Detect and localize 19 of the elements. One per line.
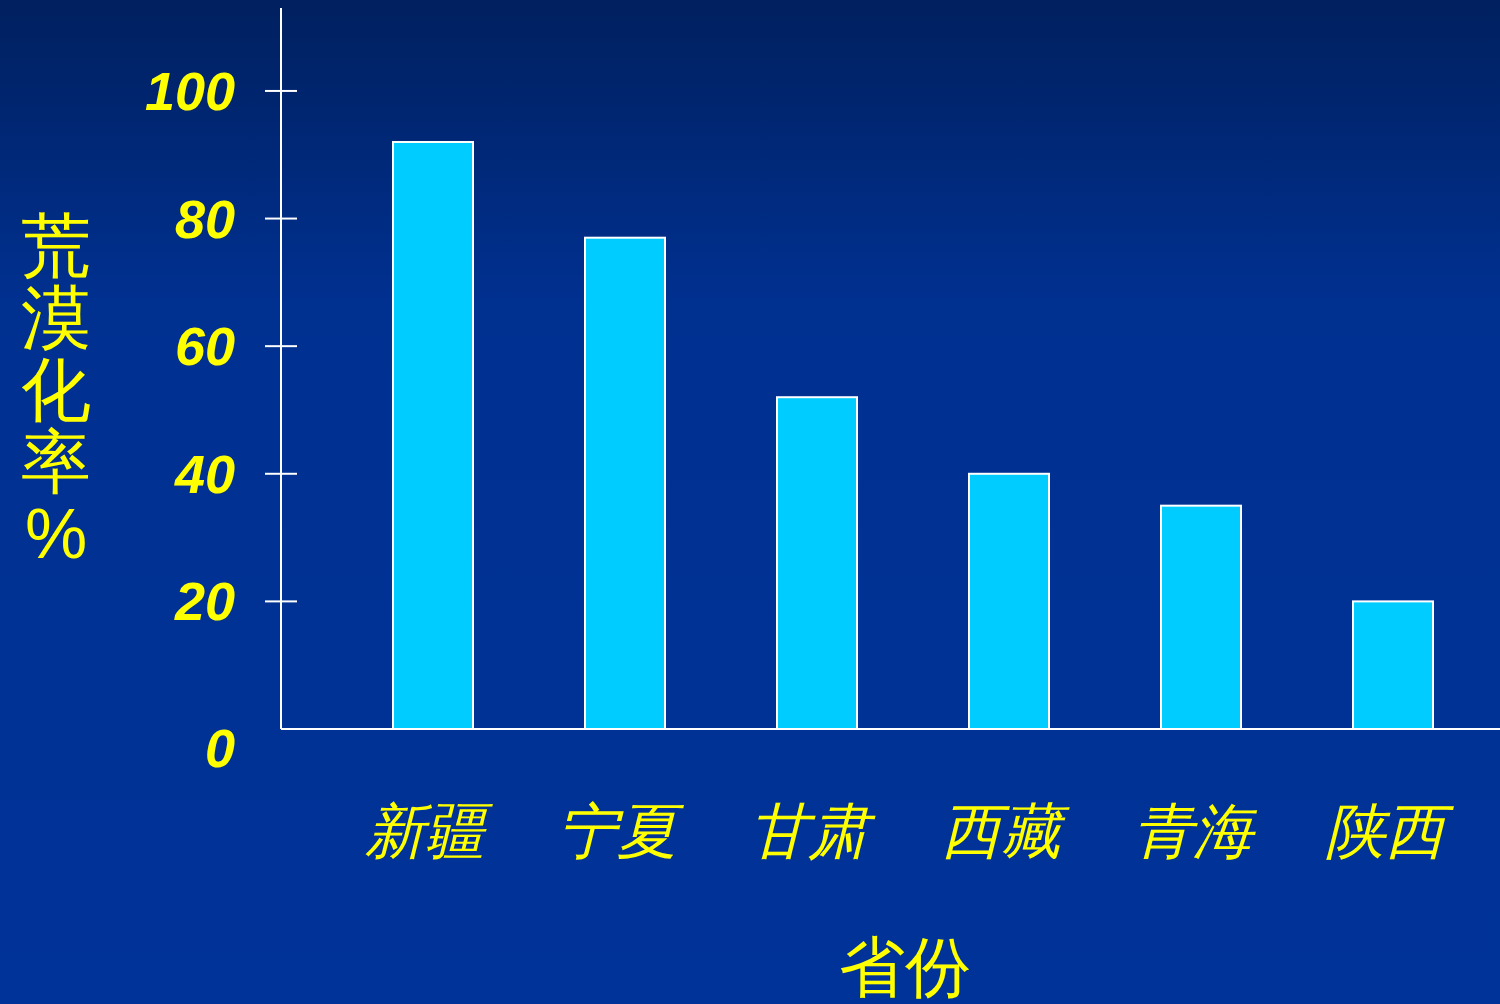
x-tick-label: 甘肃 bbox=[749, 798, 876, 865]
y-tick: 80 bbox=[174, 188, 298, 249]
y-tick-label: 100 bbox=[144, 60, 235, 121]
y-tick: 40 bbox=[174, 443, 298, 504]
x-tick-label: 西藏 bbox=[941, 798, 1070, 865]
y-tick: 0 bbox=[204, 718, 235, 778]
x-tick-label: 青海 bbox=[1133, 798, 1258, 865]
x-tick-label: 陕西 bbox=[1325, 798, 1455, 865]
y-tick-label: 80 bbox=[174, 188, 235, 249]
y-tick-label: 20 bbox=[173, 571, 235, 632]
y-tick-label: 40 bbox=[173, 443, 235, 504]
x-tick-label: 宁夏 bbox=[557, 798, 685, 865]
x-axis-title: 省份 bbox=[839, 930, 971, 1004]
x-tick-label: 新疆 bbox=[365, 798, 493, 865]
y-tick: 60 bbox=[174, 316, 298, 377]
y-tick: 20 bbox=[174, 571, 298, 632]
y-tick-label: 60 bbox=[174, 316, 235, 377]
y-tick: 100 bbox=[144, 60, 298, 121]
y-axis-title: 荒漠化率% bbox=[21, 207, 91, 573]
